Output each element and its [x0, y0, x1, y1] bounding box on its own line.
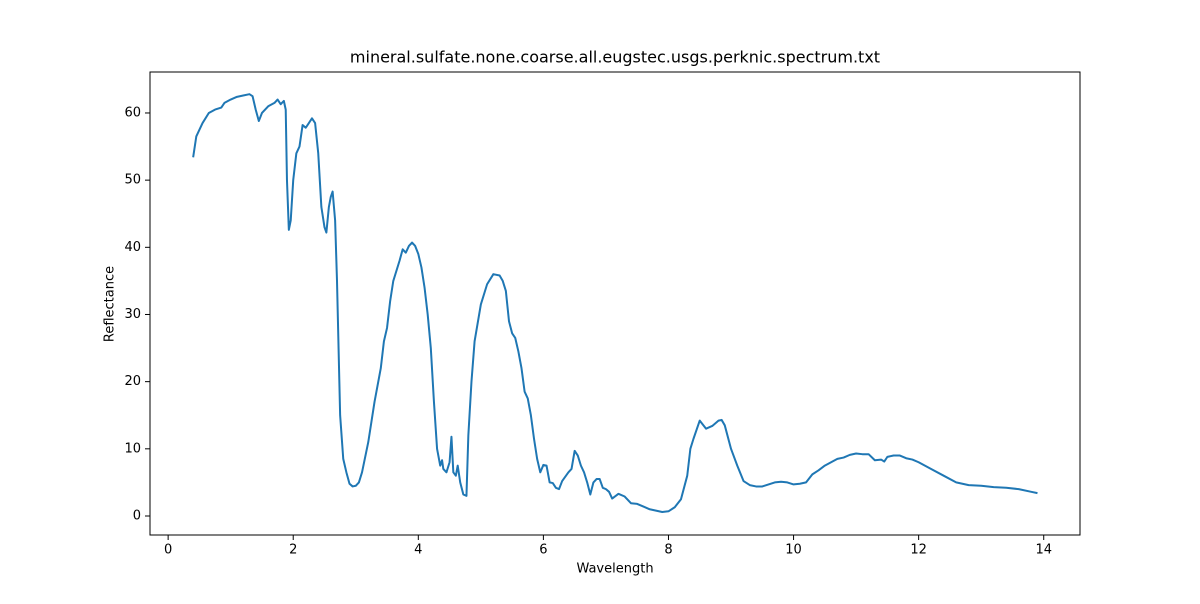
- y-tick-label: 60: [124, 105, 141, 120]
- x-axis-label: Wavelength: [576, 562, 653, 577]
- chart-title: mineral.sulfate.none.coarse.all.eugstec.…: [350, 48, 880, 67]
- x-tick-label: 10: [785, 543, 802, 558]
- y-axis-label: Reflectance: [103, 266, 118, 342]
- y-tick-label: 40: [124, 240, 141, 255]
- x-tick-label: 6: [539, 543, 547, 558]
- x-tick-label: 2: [289, 543, 297, 558]
- y-tick-label: 0: [133, 508, 141, 523]
- y-tick-label: 30: [124, 307, 141, 322]
- x-tick-label: 14: [1035, 543, 1052, 558]
- data-line: [192, 93, 1038, 513]
- x-tick-label: 12: [910, 543, 927, 558]
- x-tick-label: 0: [164, 543, 172, 558]
- y-tick-label: 50: [124, 173, 141, 188]
- plot-frame: [149, 71, 1081, 536]
- x-tick-label: 8: [664, 543, 672, 558]
- y-tick-label: 10: [124, 441, 141, 456]
- y-tick-label: 20: [124, 374, 141, 389]
- x-tick-label: 4: [414, 543, 422, 558]
